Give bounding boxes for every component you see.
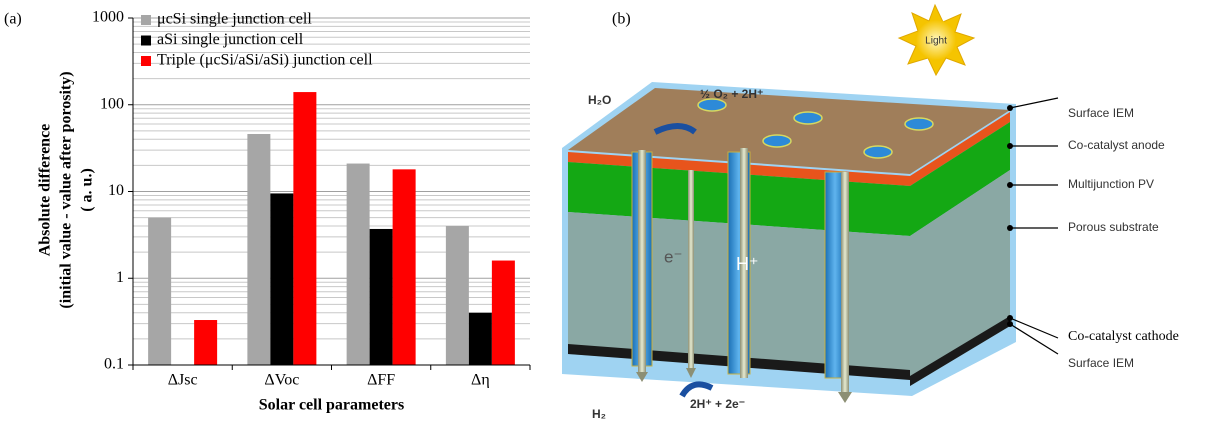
- bar: [194, 320, 217, 365]
- rod: [841, 172, 849, 392]
- x-tick-label: ΔJsc: [168, 372, 198, 389]
- pointers: [1010, 98, 1058, 354]
- x-tick-label: ΔVoc: [264, 372, 299, 389]
- layer-label: Porous substrate: [1068, 220, 1159, 234]
- sun-label: Light: [925, 36, 947, 47]
- layer-label: Surface IEM: [1068, 106, 1134, 120]
- bar: [446, 226, 469, 365]
- y-tick-label: 1: [116, 269, 124, 286]
- y-axis-label: Absolute difference: [37, 124, 54, 257]
- rod: [688, 170, 694, 370]
- swirl: [682, 384, 712, 396]
- layer-label: Co-catalyst anode: [1068, 138, 1165, 152]
- y-tick-label: 0.1: [104, 356, 124, 373]
- figure: (a) 0.1 1 10 100 1000 ΔJsc ΔVoc ΔFF Δη Solar cell…: [0, 0, 1211, 427]
- chart: 0.1 1 10 100 1000 ΔJsc ΔVoc ΔFF Δη Solar cell par…: [37, 9, 530, 414]
- page: (a) 0.1 1 10 100 1000 ΔJsc ΔVoc ΔFF Δη Solar cell…: [0, 0, 1211, 427]
- panel-label: (a): [4, 11, 22, 28]
- bar: [270, 193, 293, 365]
- y-axis-label: ( a. u.): [79, 168, 96, 212]
- bar: [393, 169, 416, 365]
- legend-swatch: [141, 36, 151, 46]
- bar: [148, 218, 171, 365]
- species-label: H₂: [592, 407, 606, 421]
- bar: [469, 313, 492, 365]
- y-tick-label: 100: [100, 95, 124, 112]
- y-axis-label: (initial value - value after porosity): [58, 71, 75, 308]
- legend-swatch: [141, 56, 151, 66]
- species-label: e⁻: [664, 247, 682, 266]
- bar: [370, 229, 393, 365]
- panel-label: (b): [612, 11, 631, 28]
- x-tick-label: Δη: [471, 372, 490, 389]
- species-label: H₂O: [588, 93, 611, 107]
- layer-label: Surface IEM: [1068, 356, 1134, 370]
- y-tick-label: 1000: [92, 9, 124, 26]
- legend-label: aSi single junction cell: [157, 31, 304, 48]
- y-tick-label: 10: [108, 182, 124, 199]
- bar: [293, 92, 316, 365]
- bar: [492, 261, 515, 365]
- layer-label: Co-catalyst cathode: [1068, 329, 1179, 344]
- bar: [347, 164, 370, 365]
- legend-swatch: [141, 15, 151, 25]
- x-axis-label: Solar cell parameters: [259, 397, 404, 414]
- layer-label: Multijunction PV: [1068, 177, 1154, 191]
- bar: [247, 134, 270, 365]
- legend-label: μcSi single junction cell: [157, 11, 312, 28]
- diagram: (b) Light: [562, 5, 1179, 421]
- species-label: 2H⁺ + 2e⁻: [690, 397, 745, 411]
- legend-label: Triple (μcSi/aSi/aSi) junction cell: [157, 52, 373, 69]
- species-label: ½ O₂ + 2H⁺: [700, 87, 763, 101]
- x-tick-label: ΔFF: [367, 372, 395, 389]
- species-label: H⁺: [736, 254, 759, 274]
- rod: [638, 150, 646, 372]
